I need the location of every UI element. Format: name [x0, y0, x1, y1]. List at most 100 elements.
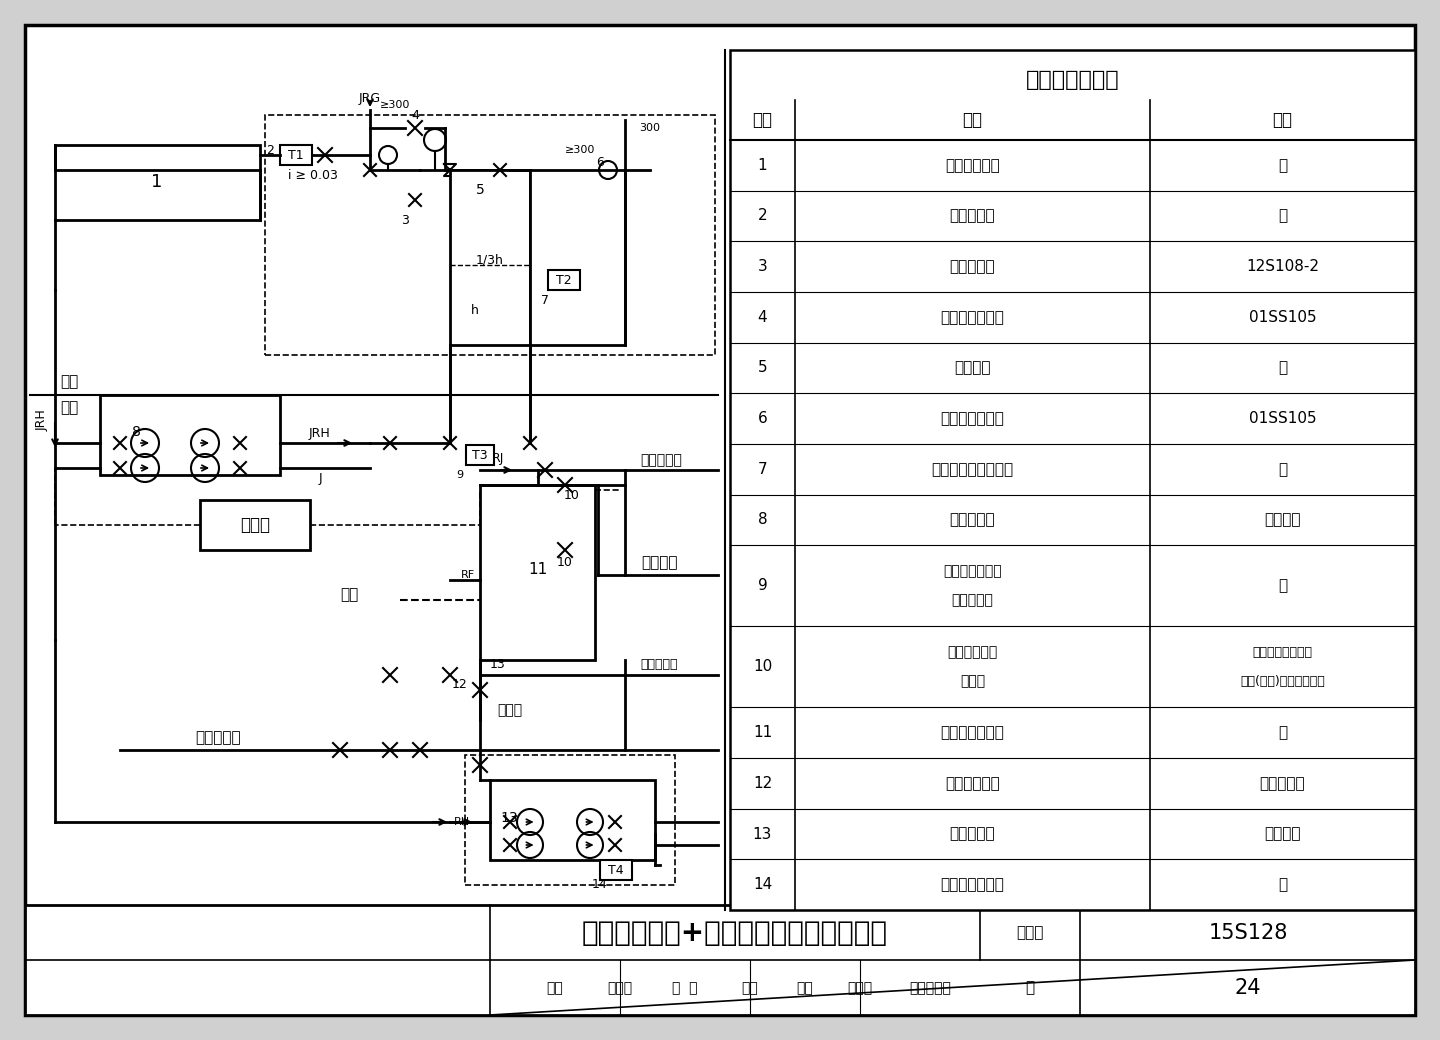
- Text: 回水循环泵: 回水循环泵: [950, 827, 995, 841]
- Text: 11: 11: [528, 563, 547, 577]
- Text: 全日(定时)自动控制系统: 全日(定时)自动控制系统: [1240, 675, 1325, 687]
- Text: 排污管: 排污管: [497, 703, 523, 717]
- Text: 1: 1: [757, 158, 768, 173]
- Text: 温度传感器: 温度传感器: [952, 594, 994, 607]
- Text: 名称: 名称: [962, 111, 982, 129]
- Text: 3: 3: [757, 259, 768, 275]
- Text: 10: 10: [557, 555, 573, 569]
- Bar: [600, 860, 632, 880]
- Text: 24: 24: [1234, 978, 1261, 998]
- Text: 闸阀（常闭）: 闸阀（常闭）: [945, 776, 999, 790]
- Bar: [279, 145, 312, 165]
- Text: 1/3h: 1/3h: [477, 254, 504, 266]
- Text: 11: 11: [753, 725, 772, 740]
- Text: i ≥ 0.03: i ≥ 0.03: [288, 168, 338, 182]
- Text: RJ: RJ: [492, 451, 504, 465]
- Text: 室内: 室内: [60, 400, 78, 416]
- Text: 热水供水管: 热水供水管: [639, 453, 683, 467]
- Text: 强制循环水箱+水罐直接加热系统示意图: 强制循环水箱+水罐直接加热系统示意图: [582, 919, 888, 947]
- Bar: [530, 170, 625, 345]
- Text: RF: RF: [461, 570, 475, 580]
- Text: 集热循环泵: 集热循环泵: [950, 513, 995, 527]
- Text: 5: 5: [475, 183, 484, 197]
- Text: －: －: [1277, 158, 1287, 173]
- Text: 集热水箱温度传感器: 集热水箱温度传感器: [932, 462, 1014, 476]
- Text: 备注: 备注: [1273, 111, 1293, 129]
- Text: 序号: 序号: [753, 111, 772, 129]
- Text: 张哲: 张哲: [742, 981, 759, 995]
- Text: 10: 10: [564, 489, 580, 501]
- Text: 一用一备: 一用一备: [1264, 513, 1300, 527]
- Text: 全日自动控制系统: 全日自动控制系统: [1253, 646, 1312, 658]
- Text: 事故检修阀: 事故检修阀: [1260, 776, 1305, 790]
- Bar: [99, 395, 279, 475]
- Text: 13: 13: [500, 811, 517, 825]
- Text: JRH: JRH: [36, 409, 49, 431]
- Text: J: J: [318, 471, 321, 485]
- Text: 4: 4: [757, 310, 768, 324]
- Text: 13: 13: [753, 827, 772, 841]
- Text: 真空破坏器: 真空破坏器: [950, 259, 995, 275]
- Text: 7: 7: [757, 462, 768, 476]
- Text: 液压水位控制阀: 液压水位控制阀: [940, 310, 1005, 324]
- Text: 图集号: 图集号: [1017, 926, 1044, 940]
- Text: 13: 13: [490, 657, 505, 671]
- Text: －: －: [1277, 462, 1287, 476]
- Text: 屋顶: 屋顶: [60, 374, 78, 390]
- Bar: [449, 170, 530, 345]
- Text: 设计王岩松: 设计王岩松: [909, 981, 950, 995]
- Bar: [24, 905, 1416, 1015]
- Text: 9: 9: [456, 470, 464, 480]
- Text: 14: 14: [592, 879, 608, 891]
- Text: 集热水箱: 集热水箱: [955, 361, 991, 375]
- Text: T3: T3: [472, 448, 488, 462]
- Text: 12S108-2: 12S108-2: [1246, 259, 1319, 275]
- Text: 4: 4: [410, 108, 419, 122]
- Text: 9: 9: [757, 578, 768, 593]
- Text: 容积式水加热器: 容积式水加热器: [943, 564, 1002, 578]
- Text: 审核: 审核: [547, 981, 563, 995]
- Text: T1: T1: [288, 149, 304, 161]
- Text: 容积式水加热器: 容积式水加热器: [940, 725, 1005, 740]
- Text: T2: T2: [556, 274, 572, 286]
- Text: －: －: [1277, 578, 1287, 593]
- Text: 温度传感器: 温度传感器: [950, 208, 995, 224]
- Text: 3: 3: [402, 213, 409, 227]
- Text: 10: 10: [753, 659, 772, 674]
- Text: JRH: JRH: [310, 426, 331, 440]
- Bar: [490, 780, 655, 860]
- Text: 14: 14: [753, 877, 772, 892]
- Text: 控制器: 控制器: [240, 516, 271, 534]
- Text: 太阳能集热器: 太阳能集热器: [945, 158, 999, 173]
- Text: ≥300: ≥300: [380, 100, 410, 110]
- Bar: [467, 445, 494, 465]
- Text: 张哲签: 张哲签: [847, 981, 873, 995]
- Text: 6: 6: [757, 411, 768, 426]
- Bar: [55, 145, 261, 220]
- Bar: [730, 50, 1416, 910]
- Text: 张  磊: 张 磊: [672, 981, 698, 995]
- Text: 01SS105: 01SS105: [1248, 310, 1316, 324]
- Bar: [480, 485, 595, 660]
- Text: －: －: [1277, 877, 1287, 892]
- Text: 300: 300: [639, 123, 661, 133]
- Text: 5: 5: [757, 361, 768, 375]
- Text: RH: RH: [454, 817, 469, 827]
- Text: h: h: [471, 304, 480, 316]
- Text: 2: 2: [266, 144, 274, 156]
- Bar: [549, 270, 580, 290]
- Text: 15S128: 15S128: [1208, 924, 1287, 943]
- Text: 泄水: 泄水: [340, 588, 359, 602]
- Text: 一用一备: 一用一备: [1264, 827, 1300, 841]
- Text: 8: 8: [757, 513, 768, 527]
- Text: 2: 2: [757, 208, 768, 224]
- Text: 12: 12: [452, 678, 468, 692]
- Text: T4: T4: [608, 863, 624, 877]
- Text: 12: 12: [753, 776, 772, 790]
- Text: 冷水供水管: 冷水供水管: [194, 730, 240, 746]
- Text: 主要设备材料表: 主要设备材料表: [1025, 70, 1119, 90]
- Bar: [200, 500, 310, 550]
- Text: 水箱液位传感器: 水箱液位传感器: [940, 411, 1005, 426]
- Text: 自力式温控阀: 自力式温控阀: [948, 645, 998, 659]
- Text: 辅助热源: 辅助热源: [642, 555, 678, 571]
